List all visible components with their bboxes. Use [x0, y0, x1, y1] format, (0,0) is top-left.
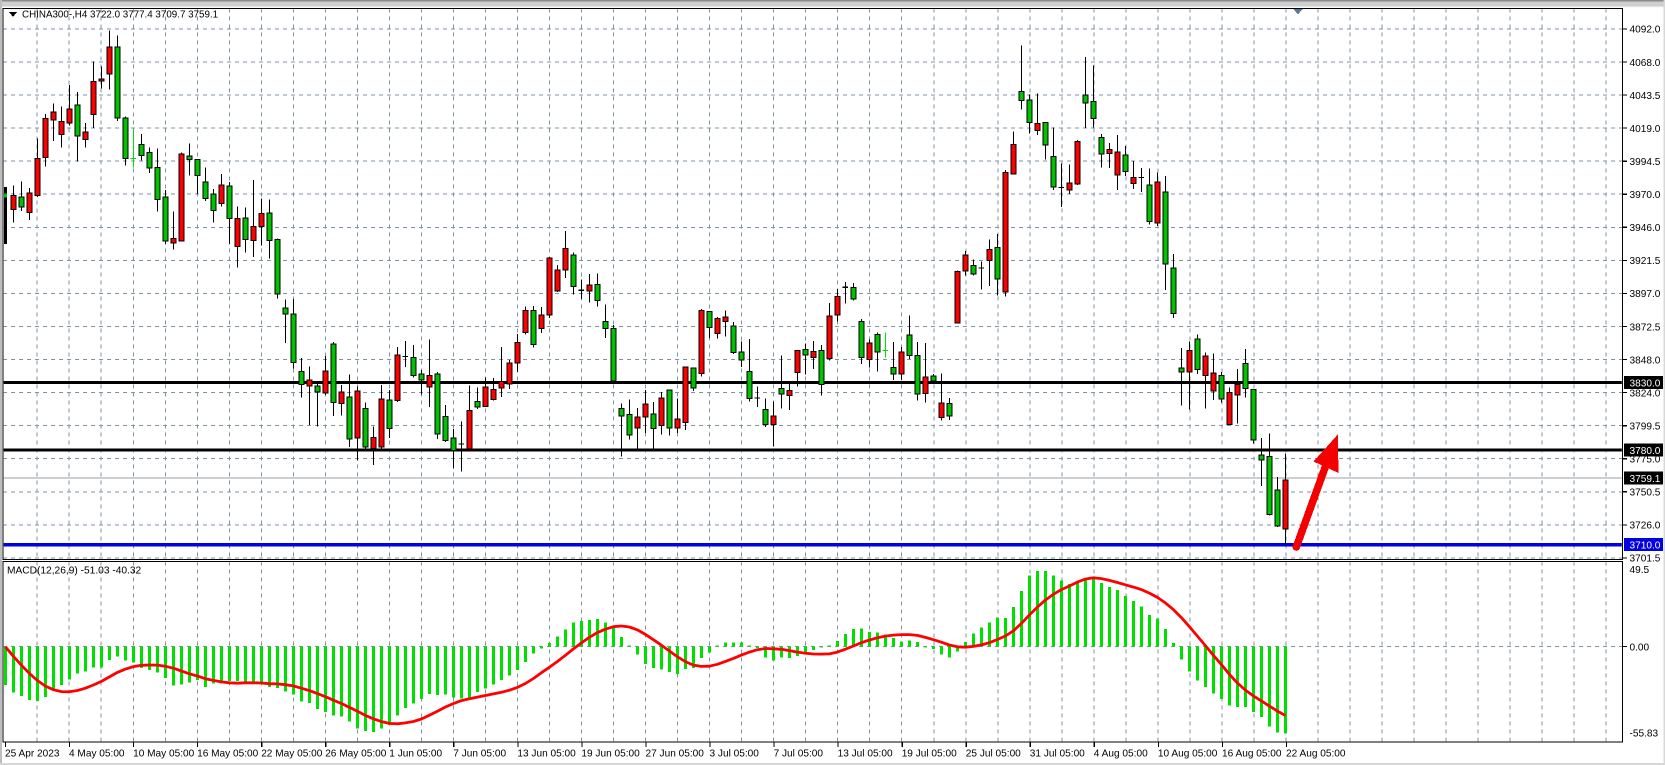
svg-text:19 Jun 05:00: 19 Jun 05:00	[581, 749, 640, 760]
svg-text:3848.0: 3848.0	[1630, 355, 1661, 366]
svg-text:3701.5: 3701.5	[1630, 554, 1661, 565]
svg-text:13 Jun 05:00: 13 Jun 05:00	[517, 749, 576, 760]
svg-text:22 Aug 05:00: 22 Aug 05:00	[1286, 749, 1346, 760]
svg-text:22 May 05:00: 22 May 05:00	[261, 749, 323, 760]
svg-text:16 Aug 05:00: 16 Aug 05:00	[1222, 749, 1282, 760]
svg-text:0.00: 0.00	[1630, 642, 1650, 653]
svg-text:3799.5: 3799.5	[1630, 422, 1661, 433]
svg-text:13 Jul 05:00: 13 Jul 05:00	[838, 749, 893, 760]
svg-text:25 Jul 05:00: 25 Jul 05:00	[966, 749, 1021, 760]
svg-text:3921.5: 3921.5	[1630, 256, 1661, 267]
svg-text:MACD(12,26,9) -51.03 -40.32: MACD(12,26,9) -51.03 -40.32	[7, 566, 142, 577]
svg-text:31 Jul 05:00: 31 Jul 05:00	[1030, 749, 1085, 760]
svg-text:10 May 05:00: 10 May 05:00	[133, 749, 195, 760]
svg-text:3970.0: 3970.0	[1630, 190, 1661, 201]
svg-text:1 Jun 05:00: 1 Jun 05:00	[389, 749, 442, 760]
svg-text:4043.5: 4043.5	[1630, 91, 1661, 102]
svg-text:16 May 05:00: 16 May 05:00	[197, 749, 259, 760]
svg-text:26 May 05:00: 26 May 05:00	[325, 749, 387, 760]
svg-text:3872.5: 3872.5	[1630, 322, 1661, 333]
svg-text:3750.5: 3750.5	[1630, 488, 1661, 499]
svg-text:49.5: 49.5	[1630, 565, 1650, 576]
svg-text:10 Aug 05:00: 10 Aug 05:00	[1158, 749, 1218, 760]
svg-text:3759.1: 3759.1	[1630, 474, 1661, 485]
svg-text:3775.0: 3775.0	[1630, 455, 1661, 466]
svg-text:3994.5: 3994.5	[1630, 157, 1661, 168]
svg-text:4068.0: 4068.0	[1630, 58, 1661, 69]
svg-text:CHINA300-,H4 3722.0 3777.4 37: CHINA300-,H4 3722.0 3777.4 3709.7 3759.1	[22, 10, 218, 21]
svg-text:3830.0: 3830.0	[1630, 378, 1661, 389]
svg-text:3780.0: 3780.0	[1630, 446, 1661, 457]
svg-text:3824.0: 3824.0	[1630, 388, 1661, 399]
svg-text:-55.83: -55.83	[1630, 729, 1659, 740]
svg-text:4 May 05:00: 4 May 05:00	[69, 749, 125, 760]
svg-text:3946.0: 3946.0	[1630, 223, 1661, 234]
svg-text:3710.0: 3710.0	[1630, 540, 1661, 551]
svg-text:3 Jul 05:00: 3 Jul 05:00	[710, 749, 760, 760]
svg-text:7 Jun 05:00: 7 Jun 05:00	[453, 749, 506, 760]
svg-text:4 Aug 05:00: 4 Aug 05:00	[1094, 749, 1148, 760]
svg-text:3897.0: 3897.0	[1630, 289, 1661, 300]
svg-text:27 Jun 05:00: 27 Jun 05:00	[646, 749, 705, 760]
svg-text:4019.0: 4019.0	[1630, 124, 1661, 135]
svg-text:3726.0: 3726.0	[1630, 521, 1661, 532]
svg-text:19 Jul 05:00: 19 Jul 05:00	[902, 749, 957, 760]
svg-text:4092.0: 4092.0	[1630, 25, 1661, 36]
svg-text:7 Jul 05:00: 7 Jul 05:00	[774, 749, 824, 760]
svg-text:25 Apr 2023: 25 Apr 2023	[5, 749, 60, 760]
